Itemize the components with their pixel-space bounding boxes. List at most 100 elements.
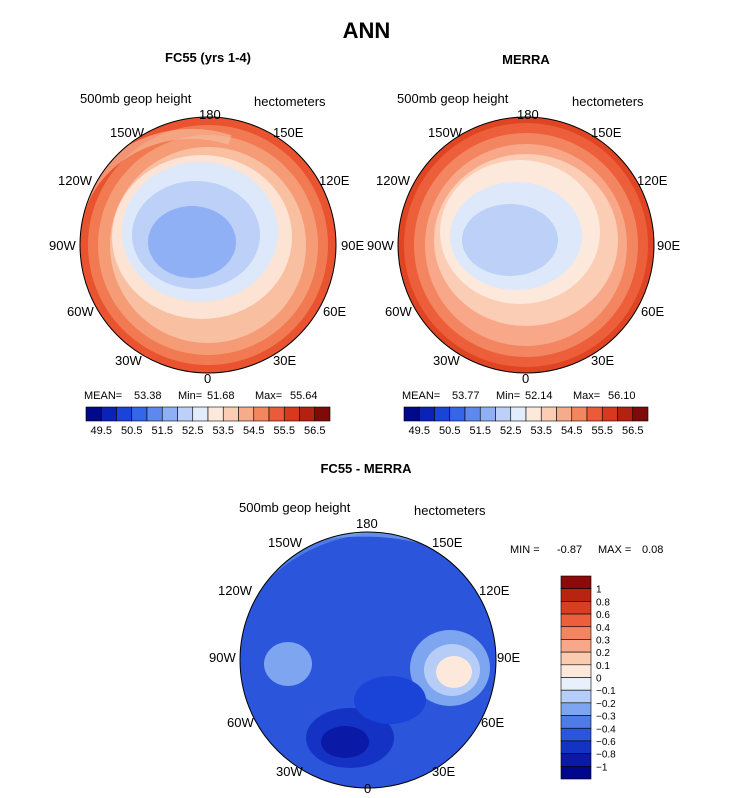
colorbar-swatch — [525, 406, 542, 422]
map-merra — [397, 116, 655, 374]
colorbar-merra — [403, 406, 649, 422]
colorbar-swatch — [560, 689, 592, 704]
colorbar-tick-label: 0.3 — [596, 635, 610, 646]
lon-label: 30W — [433, 353, 460, 368]
variable-label: 500mb geop height — [239, 500, 351, 515]
colorbar-swatch — [161, 406, 178, 422]
colorbar-tick-label: 51.5 — [152, 425, 173, 437]
stat-min-label: Min= — [178, 390, 203, 402]
units-label: hectometers — [254, 94, 326, 109]
lon-label: 120W — [218, 583, 252, 598]
colorbar-swatch — [131, 406, 148, 422]
colorbar-tick-label: 0.1 — [596, 661, 610, 672]
stat-min-label: MIN = — [510, 544, 540, 556]
colorbar-swatch — [464, 406, 481, 422]
stat-min-label: Min= — [496, 390, 521, 402]
map-diff — [239, 531, 497, 789]
colorbar-tick-label: −1 — [596, 762, 608, 773]
lon-label: 90E — [657, 238, 681, 253]
colorbar-swatch — [586, 406, 603, 422]
stat-mean-label: MEAN= — [402, 390, 441, 402]
colorbar-swatch — [560, 613, 592, 628]
colorbar-swatch — [617, 406, 634, 422]
stat-mean-value: 53.38 — [134, 390, 162, 402]
colorbar-tick-label: 54.5 — [243, 425, 264, 437]
panel-title-fc55: FC55 (yrs 1-4) — [165, 50, 251, 65]
colorbar-swatch — [560, 727, 592, 742]
colorbar-swatch — [560, 651, 592, 666]
lon-label: 150E — [432, 535, 463, 550]
colorbar-tick-label: 0.4 — [596, 623, 610, 634]
colorbar-swatch — [299, 406, 316, 422]
lon-label: 120W — [376, 173, 410, 188]
colorbar-tick-label: 51.5 — [470, 425, 491, 437]
colorbar-swatch — [560, 575, 592, 589]
lon-label: 60W — [67, 304, 94, 319]
colorbar-tick-label: 52.5 — [500, 425, 521, 437]
lon-label: 30E — [591, 353, 615, 368]
lon-label: 0 — [204, 371, 212, 386]
colorbar-swatch — [632, 406, 649, 422]
colorbar-tick-label: 1 — [596, 585, 602, 596]
colorbar-swatch — [177, 406, 194, 422]
colorbar-swatch — [560, 766, 592, 780]
colorbar-swatch — [560, 626, 592, 640]
lon-label: 120W — [58, 173, 92, 188]
colorbar-swatch — [560, 715, 592, 729]
colorbar-tick-label: 50.5 — [439, 425, 460, 437]
stat-max-value: 0.08 — [642, 544, 664, 556]
colorbar-tick-label: 55.5 — [592, 425, 613, 437]
main-title: ANN — [342, 18, 391, 43]
panel-title-diff: FC55 - MERRA — [320, 461, 412, 476]
colorbar-swatch — [560, 588, 592, 602]
stat-min-value: 52.14 — [525, 390, 553, 402]
colorbar-diff — [560, 575, 592, 780]
colorbar-tick-label: 55.5 — [274, 425, 295, 437]
lon-label: 120E — [637, 173, 668, 188]
colorbar-tick-label: −0.8 — [596, 750, 616, 761]
colorbar-swatch — [146, 406, 163, 422]
colorbar-tick-label: −0.2 — [596, 699, 616, 710]
colorbar-swatch — [560, 677, 592, 691]
lon-label: 150W — [428, 125, 462, 140]
colorbar-tick-label: 54.5 — [561, 425, 582, 437]
stat-max-value: 56.10 — [608, 390, 636, 402]
colorbar-swatch — [85, 406, 102, 422]
lon-label: 150E — [273, 125, 304, 140]
lon-label: 30W — [115, 353, 142, 368]
units-label: hectometers — [414, 503, 486, 518]
colorbar-swatch — [560, 702, 592, 716]
colorbar-tick-label: 0 — [596, 674, 602, 685]
lon-label: 60W — [385, 304, 412, 319]
variable-label: 500mb geop height — [80, 91, 192, 106]
lon-label: 180 — [199, 107, 221, 122]
colorbar-tick-label: −0.4 — [596, 724, 616, 735]
colorbar-swatch — [314, 406, 331, 422]
lon-label: 90E — [497, 650, 521, 665]
lon-label: 60W — [227, 715, 254, 730]
lon-label: 90W — [209, 650, 236, 665]
colorbar-swatch — [253, 406, 270, 422]
colorbar-tick-label: −0.6 — [596, 737, 616, 748]
lon-label: 0 — [364, 781, 372, 796]
lon-label: 120E — [479, 583, 510, 598]
colorbar-swatch — [418, 406, 435, 422]
map-fc55 — [79, 116, 337, 374]
colorbar-swatch — [403, 406, 420, 422]
stat-max-value: 55.64 — [290, 390, 318, 402]
colorbar-swatch — [192, 406, 209, 422]
colorbar-swatch — [238, 406, 255, 422]
colorbar-swatch — [540, 406, 557, 422]
colorbar-swatch — [434, 406, 451, 422]
colorbar-swatch — [268, 406, 285, 422]
colorbar-tick-label: 0.8 — [596, 597, 610, 608]
colorbar-swatch — [601, 406, 618, 422]
colorbar-swatch — [571, 406, 588, 422]
lon-label: 60E — [481, 715, 505, 730]
stat-mean-label: MEAN= — [84, 390, 123, 402]
lon-label: 90W — [49, 238, 76, 253]
colorbar-swatch — [495, 406, 512, 422]
panel-title-merra: MERRA — [502, 52, 550, 67]
colorbar-swatch — [116, 406, 133, 422]
